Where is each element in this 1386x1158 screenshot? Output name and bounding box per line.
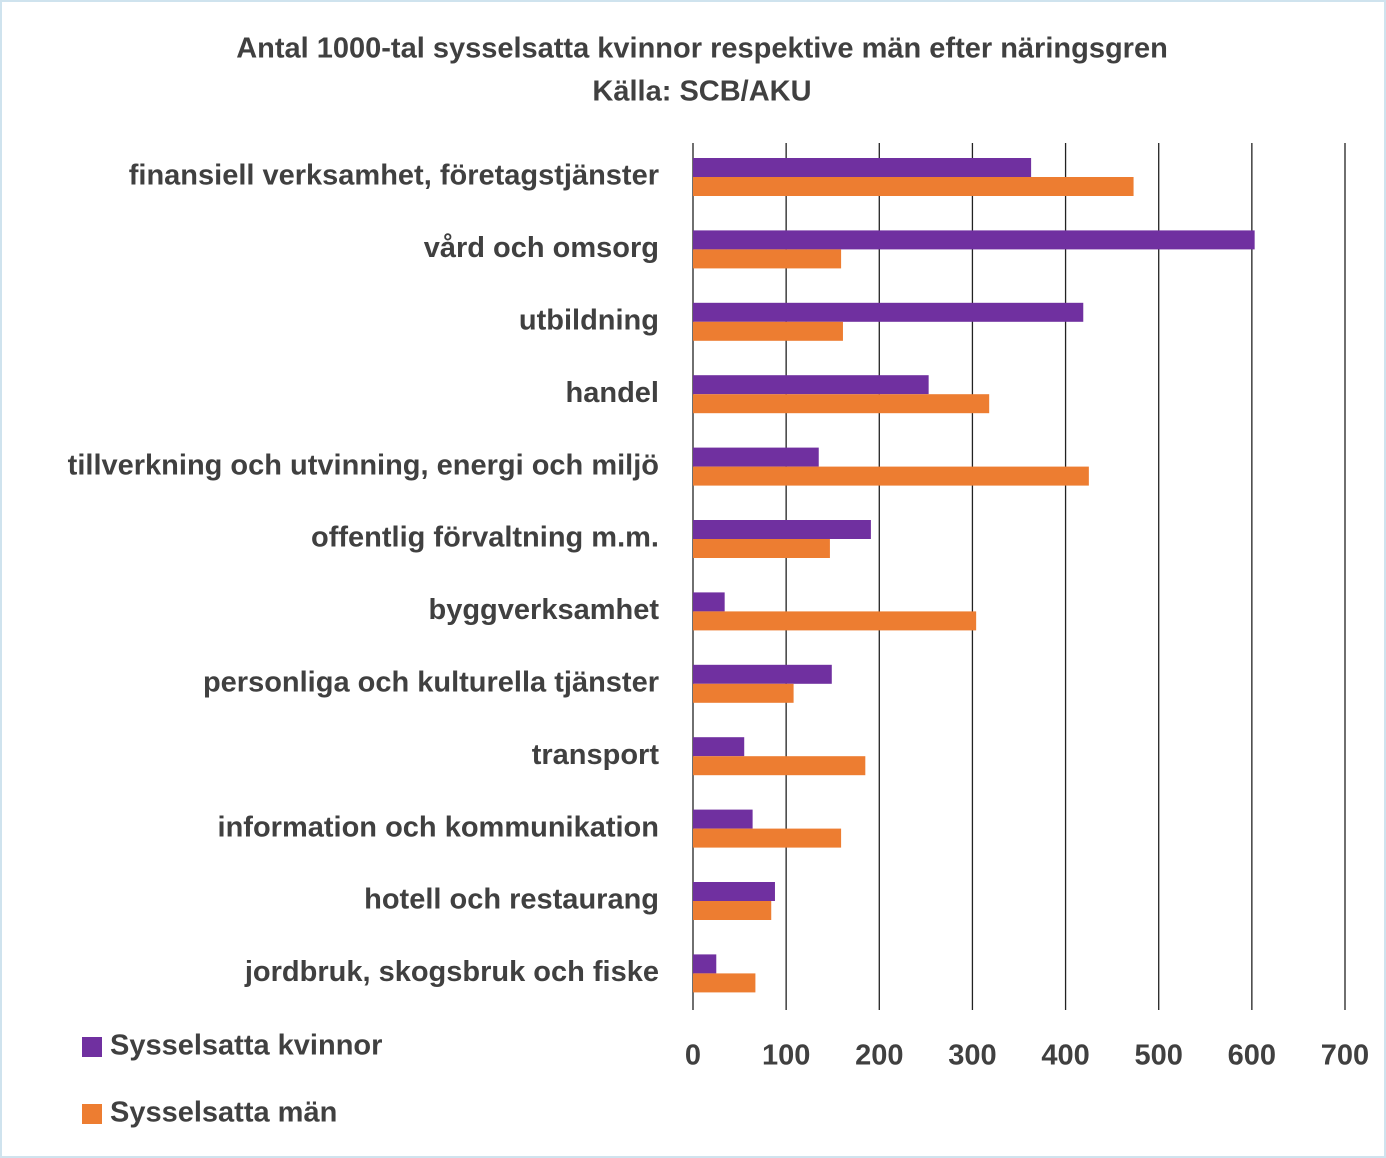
- y-tick-label: utbildning: [519, 304, 659, 336]
- y-tick-label: finansiell verksamhet, företagstjänster: [129, 160, 659, 192]
- bar: [693, 756, 866, 776]
- bar: [693, 539, 830, 558]
- bar: [693, 683, 794, 703]
- bar: [693, 901, 772, 920]
- bar: [693, 882, 775, 901]
- bar: [693, 177, 1134, 196]
- bar: [693, 447, 819, 467]
- y-tick-label: transport: [532, 739, 660, 771]
- legend-label: Sysselsatta kvinnor: [110, 1030, 382, 1062]
- bar: [693, 394, 990, 414]
- bar: [693, 230, 1255, 250]
- chart-subtitle: Källa: SCB/AKU: [592, 76, 811, 108]
- y-tick-label: handel: [566, 377, 659, 409]
- y-tick-label: byggverksamhet: [429, 594, 660, 626]
- bar: [693, 321, 843, 341]
- bar: [693, 828, 842, 848]
- x-tick-label: 0: [685, 1040, 701, 1072]
- x-tick-label: 300: [948, 1040, 996, 1072]
- x-tick-label: 600: [1228, 1040, 1276, 1072]
- bar: [693, 809, 753, 829]
- y-tick-label: information och kommunikation: [218, 811, 659, 843]
- x-tick-label: 700: [1321, 1040, 1369, 1072]
- bar: [693, 664, 832, 684]
- y-tick-label: offentlig förvaltning m.m.: [311, 522, 659, 554]
- bar: [693, 520, 871, 539]
- y-tick-label: jordbruk, skogsbruk och fiske: [244, 956, 659, 988]
- bar: [693, 592, 725, 612]
- bar: [693, 954, 717, 974]
- legend-swatch: [82, 1037, 102, 1057]
- x-tick-label: 100: [762, 1040, 810, 1072]
- y-tick-label: tillverkning och utvinning, energi och m…: [68, 449, 659, 481]
- legend-swatch: [82, 1104, 102, 1124]
- legend-label: Sysselsatta män: [110, 1097, 337, 1129]
- bar: [693, 737, 745, 757]
- x-tick-label: 500: [1135, 1040, 1183, 1072]
- y-tick-label: vård och omsorg: [424, 232, 659, 264]
- y-tick-label: personliga och kulturella tjänster: [203, 666, 659, 698]
- bar: [693, 466, 1089, 486]
- bar: [693, 249, 842, 269]
- bar: [693, 302, 1084, 322]
- bar: [693, 611, 977, 631]
- bar: [693, 158, 1032, 177]
- x-tick-label: 400: [1041, 1040, 1089, 1072]
- bar: [693, 973, 756, 993]
- y-tick-label: hotell och restaurang: [364, 884, 659, 916]
- chart-title: Antal 1000-tal sysselsatta kvinnor respe…: [236, 33, 1168, 65]
- x-tick-label: 200: [855, 1040, 903, 1072]
- bar: [693, 375, 929, 395]
